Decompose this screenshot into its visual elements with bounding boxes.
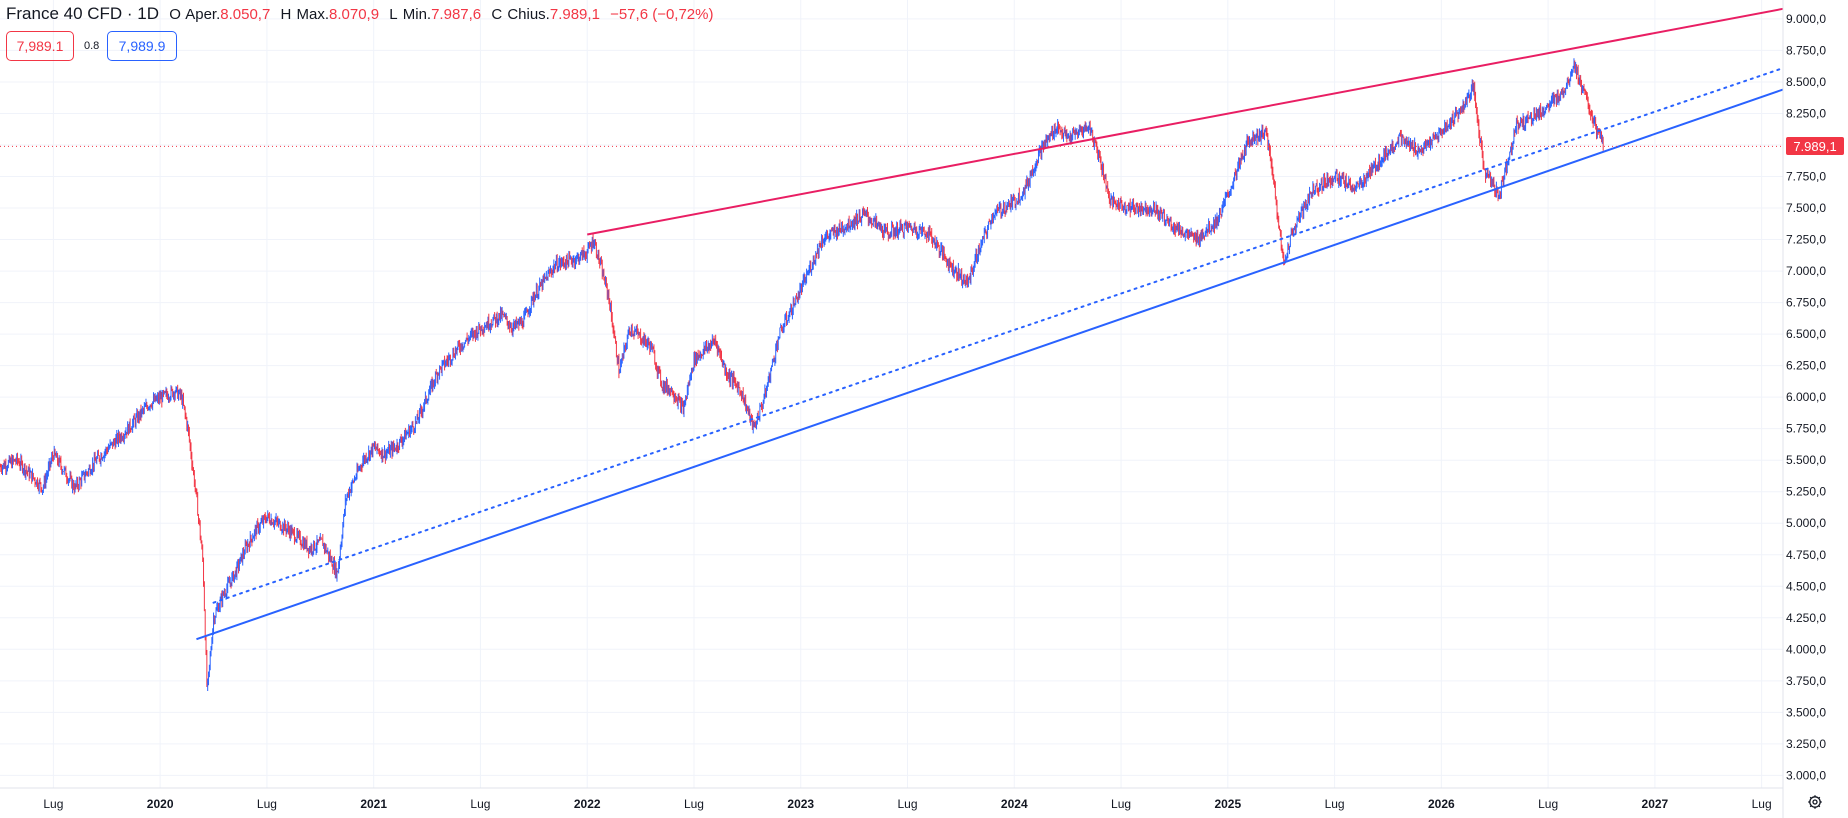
time-tick-label: Lug xyxy=(1752,797,1772,811)
price-tick-label: 7.000,0 xyxy=(1786,264,1826,278)
trendline-dotted[interactable] xyxy=(212,67,1784,604)
close-value: 7.989,1 xyxy=(549,6,600,23)
price-tick-label: 8.750,0 xyxy=(1786,43,1826,57)
price-axis[interactable]: 9.000,08.750,08.500,08.250,08.000,07.750… xyxy=(1786,12,1826,782)
price-tick-label: 3.000,0 xyxy=(1786,768,1826,782)
price-tick-label: 5.750,0 xyxy=(1786,422,1826,436)
time-tick-label: Lug xyxy=(684,797,704,811)
price-tick-label: 4.500,0 xyxy=(1786,579,1826,593)
price-tick-label: 7.750,0 xyxy=(1786,170,1826,184)
price-tick-label: 4.750,0 xyxy=(1786,548,1826,562)
price-tick-label: 7.250,0 xyxy=(1786,233,1826,247)
sell-button[interactable]: 7,989.1 xyxy=(6,31,74,61)
price-tick-label: 9.000,0 xyxy=(1786,12,1826,26)
chart-legend: France 40 CFD · 1D O Aper.8.050,7 H Max.… xyxy=(6,4,713,24)
price-tick-label: 8.250,0 xyxy=(1786,106,1826,120)
price-tick-label: 3.250,0 xyxy=(1786,737,1826,751)
time-tick-label: 2022 xyxy=(574,797,601,811)
open-word: Aper. xyxy=(185,6,221,23)
low-label: L xyxy=(389,6,398,23)
time-tick-label: 2026 xyxy=(1428,797,1455,811)
time-tick-label: 2024 xyxy=(1001,797,1028,811)
trendline-solid[interactable] xyxy=(196,88,1784,641)
time-tick-label: Lug xyxy=(1111,797,1131,811)
trendline-solid[interactable] xyxy=(587,7,1784,236)
price-tick-label: 6.750,0 xyxy=(1786,296,1826,310)
time-tick-label: 2020 xyxy=(147,797,174,811)
time-axis[interactable]: Lug 2020 Lug 2021 Lug 2022 Lug 2023 Lug 2024 Lug 20… xyxy=(43,797,1771,811)
change-value: −57,6 (−0,72%) xyxy=(610,6,714,23)
time-tick-label: 2021 xyxy=(360,797,387,811)
chart-grid xyxy=(0,0,1783,788)
time-tick-label: 2027 xyxy=(1642,797,1669,811)
price-tick-label: 3.500,0 xyxy=(1786,705,1826,719)
price-tick-label: 6.250,0 xyxy=(1786,359,1826,373)
high-value: 8.070,9 xyxy=(329,6,380,23)
trendlines[interactable] xyxy=(196,7,1784,641)
time-tick-label: Lug xyxy=(470,797,490,811)
open-value: 8.050,7 xyxy=(220,6,271,23)
high-label: H xyxy=(280,6,292,23)
buy-button[interactable]: 7,989.9 xyxy=(107,31,177,61)
time-tick-label: 2025 xyxy=(1214,797,1241,811)
close-label: C xyxy=(491,6,503,23)
price-tick-label: 6.000,0 xyxy=(1786,390,1826,404)
close-word: Chius. xyxy=(507,6,550,23)
time-tick-label: Lug xyxy=(1538,797,1558,811)
price-tick-label: 5.500,0 xyxy=(1786,453,1826,467)
time-tick-label: Lug xyxy=(1325,797,1345,811)
time-tick-label: Lug xyxy=(257,797,277,811)
time-tick-label: 2023 xyxy=(787,797,814,811)
time-tick-label: Lug xyxy=(897,797,917,811)
price-tick-label: 5.000,0 xyxy=(1786,516,1826,530)
price-tick-label: 6.500,0 xyxy=(1786,327,1826,341)
low-value: 7.987,6 xyxy=(431,6,482,23)
low-word: Min. xyxy=(402,6,432,23)
candles[interactable] xyxy=(0,58,1604,691)
price-tick-label: 4.250,0 xyxy=(1786,611,1826,625)
price-tick-label: 7.500,0 xyxy=(1786,201,1826,215)
price-tick-label: 3.750,0 xyxy=(1786,674,1826,688)
symbol-title[interactable]: France 40 CFD · 1D xyxy=(6,4,160,23)
price-tick-label: 5.250,0 xyxy=(1786,485,1826,499)
spread-value: 0.8 xyxy=(84,40,100,52)
last-price-label: 7.989,1 xyxy=(1786,137,1844,156)
gear-icon[interactable] xyxy=(1806,793,1824,811)
price-tick-label: 4.000,0 xyxy=(1786,642,1826,656)
open-label: O xyxy=(169,6,181,23)
high-word: Max. xyxy=(296,6,330,23)
price-tick-label: 8.500,0 xyxy=(1786,75,1826,89)
time-tick-label: Lug xyxy=(43,797,63,811)
